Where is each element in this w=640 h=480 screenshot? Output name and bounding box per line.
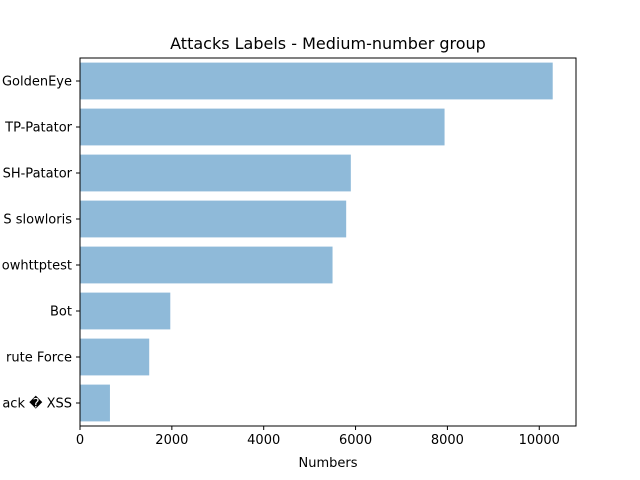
y-tick-label: owhttptest: [2, 259, 72, 274]
bar: [80, 384, 110, 422]
y-tick-label: TP-Patator: [4, 121, 73, 136]
y-tick-labels: ack � XSS rute Force Bot owhttptest S slowlo…: [2, 75, 80, 412]
x-tick-label: 0: [76, 433, 84, 448]
bar: [80, 200, 347, 238]
x-tick-label: 2000: [155, 433, 188, 448]
bar: [80, 338, 150, 376]
x-tick-label: 6000: [339, 433, 372, 448]
bars-group: [80, 62, 553, 422]
y-tick-label: Bot: [50, 305, 72, 320]
y-tick-label: rute Force: [6, 351, 72, 366]
y-tick-label: S slowloris: [3, 213, 72, 228]
bar: [80, 62, 553, 100]
x-tick-label: 10000: [519, 433, 560, 448]
x-tick-label: 8000: [431, 433, 464, 448]
y-tick-label: GoldenEye: [2, 75, 72, 90]
x-axis-label: Numbers: [299, 456, 358, 471]
bar: [80, 108, 445, 146]
plot-frame: [79, 57, 577, 427]
chart-title: Attacks Labels - Medium-number group: [170, 34, 486, 53]
bar: [80, 154, 351, 192]
x-tick-label: 4000: [247, 433, 280, 448]
bar: [80, 246, 333, 284]
bar: [80, 292, 171, 330]
y-tick-label: SH-Patator: [3, 167, 73, 182]
y-tick-label: ack � XSS: [2, 395, 72, 412]
x-ticks: 0 2000 4000 6000 8000 10000: [76, 426, 560, 448]
